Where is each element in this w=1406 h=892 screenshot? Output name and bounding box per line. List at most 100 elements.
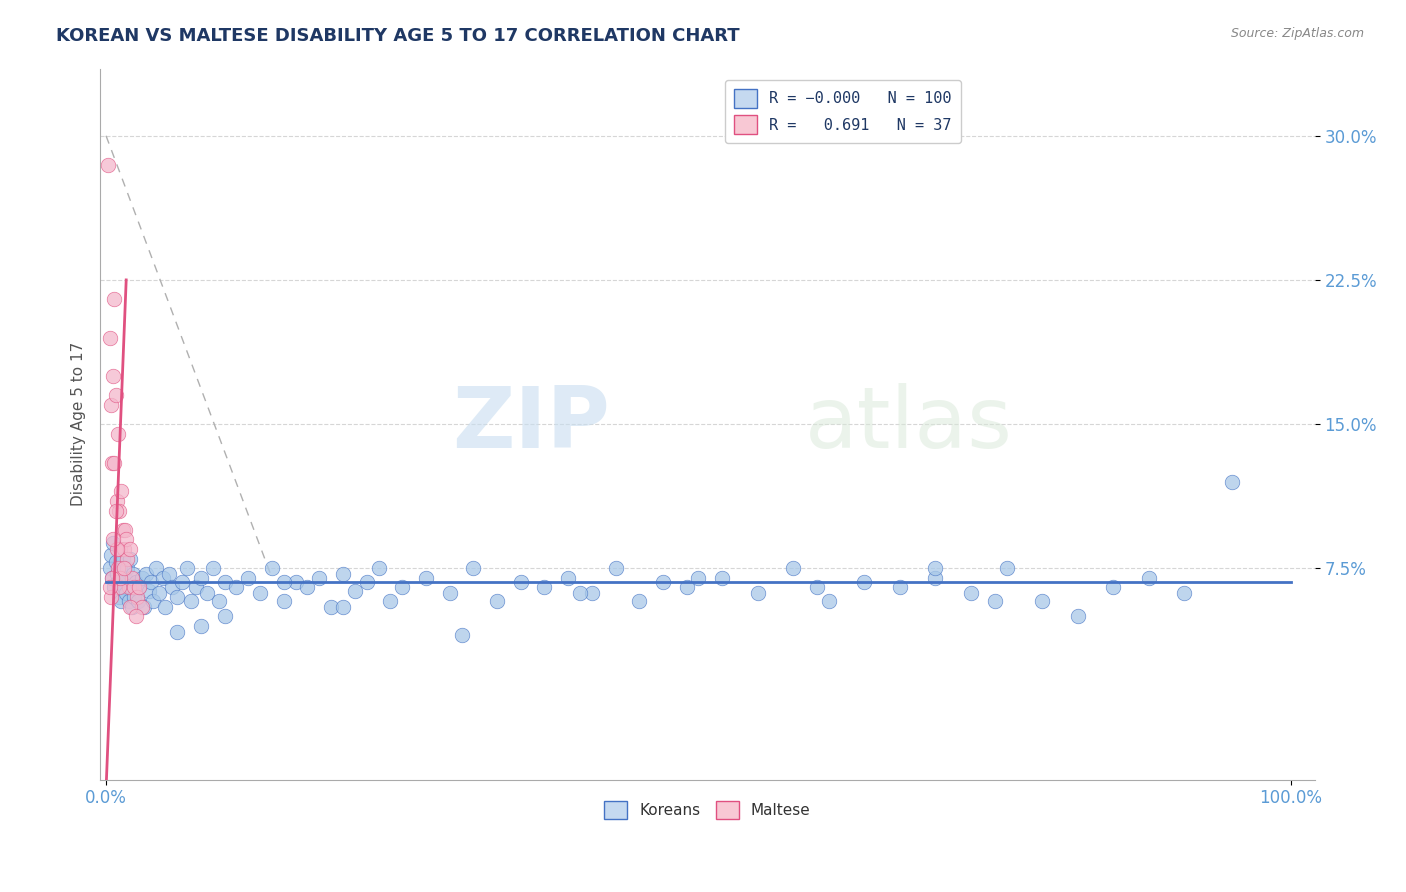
Point bbox=[97, 158, 120, 172]
Point bbox=[98, 561, 121, 575]
Point bbox=[782, 561, 804, 575]
Point bbox=[343, 584, 366, 599]
Point bbox=[110, 594, 132, 608]
Point bbox=[105, 566, 128, 581]
Point bbox=[115, 586, 138, 600]
Point bbox=[114, 571, 136, 585]
Point bbox=[439, 586, 461, 600]
Point bbox=[225, 581, 247, 595]
Point bbox=[195, 586, 218, 600]
Point bbox=[125, 590, 148, 604]
Point bbox=[135, 566, 157, 581]
Point bbox=[297, 581, 319, 595]
Point bbox=[853, 574, 876, 589]
Point bbox=[114, 523, 136, 537]
Point bbox=[118, 551, 141, 566]
Point bbox=[155, 599, 177, 614]
Point bbox=[101, 571, 124, 585]
Point bbox=[107, 574, 129, 589]
Point bbox=[450, 628, 472, 642]
Point bbox=[120, 581, 142, 595]
Point bbox=[111, 523, 134, 537]
Point bbox=[104, 556, 127, 570]
Point bbox=[356, 574, 378, 589]
Point bbox=[115, 533, 138, 547]
Point bbox=[118, 541, 141, 556]
Point bbox=[101, 536, 124, 550]
Point bbox=[124, 609, 146, 624]
Point bbox=[110, 484, 132, 499]
Point bbox=[112, 541, 135, 556]
Point bbox=[124, 581, 146, 595]
Point bbox=[105, 541, 128, 556]
Point bbox=[131, 599, 153, 614]
Point bbox=[108, 581, 131, 595]
Point bbox=[148, 586, 170, 600]
Point bbox=[100, 548, 122, 562]
Text: Source: ZipAtlas.com: Source: ZipAtlas.com bbox=[1230, 27, 1364, 40]
Point bbox=[108, 590, 131, 604]
Point bbox=[214, 609, 236, 624]
Point bbox=[128, 581, 150, 595]
Point bbox=[157, 566, 180, 581]
Point bbox=[332, 566, 354, 581]
Point bbox=[166, 624, 188, 639]
Point bbox=[131, 571, 153, 585]
Point bbox=[103, 292, 125, 306]
Point bbox=[1102, 581, 1125, 595]
Point bbox=[107, 561, 129, 575]
Point bbox=[117, 581, 139, 595]
Point bbox=[124, 590, 146, 604]
Point bbox=[110, 561, 132, 575]
Point bbox=[166, 590, 188, 604]
Point bbox=[100, 590, 122, 604]
Point bbox=[557, 571, 579, 585]
Point bbox=[110, 541, 132, 556]
Point bbox=[128, 581, 150, 595]
Text: atlas: atlas bbox=[804, 383, 1012, 466]
Point bbox=[463, 561, 485, 575]
Point bbox=[101, 369, 124, 384]
Point bbox=[509, 574, 531, 589]
Point bbox=[98, 581, 121, 595]
Point bbox=[391, 581, 413, 595]
Point bbox=[960, 586, 983, 600]
Text: ZIP: ZIP bbox=[453, 383, 610, 466]
Point bbox=[118, 599, 141, 614]
Point bbox=[110, 571, 132, 585]
Point bbox=[190, 619, 212, 633]
Point bbox=[112, 581, 135, 595]
Point bbox=[100, 398, 122, 412]
Point bbox=[98, 330, 121, 344]
Y-axis label: Disability Age 5 to 17: Disability Age 5 to 17 bbox=[72, 342, 86, 506]
Point bbox=[107, 426, 129, 441]
Point bbox=[367, 561, 389, 575]
Point bbox=[284, 574, 307, 589]
Point bbox=[924, 561, 946, 575]
Point bbox=[569, 586, 592, 600]
Point bbox=[180, 594, 202, 608]
Point bbox=[273, 594, 295, 608]
Point bbox=[121, 599, 143, 614]
Point bbox=[103, 581, 125, 595]
Point bbox=[104, 388, 127, 402]
Point bbox=[170, 574, 193, 589]
Point bbox=[1220, 475, 1243, 489]
Point bbox=[415, 571, 437, 585]
Point bbox=[581, 586, 603, 600]
Point bbox=[121, 571, 143, 585]
Point bbox=[924, 571, 946, 585]
Point bbox=[533, 581, 555, 595]
Point bbox=[124, 574, 146, 589]
Point bbox=[273, 574, 295, 589]
Point bbox=[139, 574, 162, 589]
Point bbox=[995, 561, 1018, 575]
Point bbox=[104, 503, 127, 517]
Point bbox=[184, 581, 207, 595]
Point bbox=[983, 594, 1005, 608]
Point bbox=[207, 594, 229, 608]
Point bbox=[111, 551, 134, 566]
Point bbox=[711, 571, 734, 585]
Point bbox=[105, 494, 128, 508]
Point bbox=[112, 561, 135, 575]
